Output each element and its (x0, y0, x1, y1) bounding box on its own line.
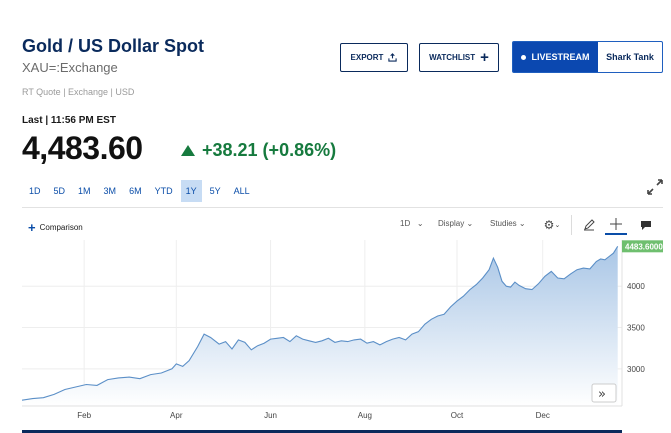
chevron-down-icon: ⌄ (412, 219, 424, 228)
price-line (22, 246, 619, 401)
plus-icon: + (480, 49, 489, 66)
chart-panel: + Comparison 1D ⌄ Display ⌄ Studies ⌄ ⚙ ⌄… (22, 207, 663, 433)
interval-label: 1D (400, 219, 411, 228)
y-tick-label: 3000 (627, 365, 645, 374)
range-5d[interactable]: 5D (53, 186, 66, 196)
comparison-button[interactable]: + Comparison (28, 220, 83, 235)
scroll-latest-button[interactable] (591, 383, 617, 403)
chevron-down-icon: ⌄ (466, 219, 474, 228)
range-1y[interactable]: 1Y (180, 180, 202, 202)
display-label: Display (438, 219, 465, 228)
page-title: Gold / US Dollar Spot (22, 36, 205, 56)
range-selector: 1D 5D 1M 3M 6M YTD 1Y 5Y ALL (24, 180, 258, 202)
y-tick-label: 4000 (627, 282, 645, 291)
plus-icon: + (28, 220, 36, 235)
last-value-badge (622, 240, 663, 253)
live-dot-icon (521, 54, 527, 60)
price-change-value: +38.21 (+0.86%) (202, 140, 337, 160)
range-3m[interactable]: 3M (103, 186, 117, 196)
draw-pencil-icon[interactable] (578, 215, 600, 235)
interval-select[interactable]: 1D ⌄ (400, 219, 424, 228)
toolbar-divider (571, 215, 572, 235)
range-1m[interactable]: 1M (78, 186, 91, 196)
show-label: Shark Tank (606, 52, 654, 62)
export-label: EXPORT (350, 53, 384, 62)
x-tick-label: Apr (170, 411, 183, 420)
last-time-label: Last | 11:56 PM EST (22, 115, 116, 126)
watchlist-label: WATCHLIST (429, 53, 476, 62)
range-5y[interactable]: 5Y (209, 186, 221, 196)
last-value-label: 4483.6000 (625, 242, 663, 251)
symbol-label: XAU=:Exchange (22, 60, 118, 75)
range-1d[interactable]: 1D (29, 186, 41, 196)
watchlist-button[interactable]: WATCHLIST + (419, 43, 499, 72)
range-ytd[interactable]: YTD (154, 186, 173, 196)
bottom-rule (22, 430, 622, 433)
studies-select[interactable]: Studies ⌄ (490, 219, 526, 228)
export-icon (388, 53, 398, 62)
studies-label: Studies (490, 219, 517, 228)
livestream-button[interactable]: LIVESTREAM Shark Tank (512, 41, 663, 73)
x-tick-label: Jun (264, 411, 277, 420)
x-tick-label: Dec (536, 411, 550, 420)
price-change: +38.21 (+0.86%) (181, 140, 336, 161)
settings-gear-icon[interactable]: ⚙ ⌄ (543, 218, 561, 232)
price-area (22, 246, 618, 406)
y-tick-label: 3500 (627, 324, 645, 333)
crosshair-icon[interactable] (605, 215, 627, 235)
double-chevron-right-icon: » (598, 387, 606, 402)
fullscreen-icon[interactable] (646, 178, 664, 196)
display-select[interactable]: Display ⌄ (438, 219, 473, 228)
price-chart[interactable]: 3000 3500 4000 Feb Apr Jun Aug Oct Dec 4483.6000 » (22, 208, 663, 433)
range-6m[interactable]: 6M (129, 186, 142, 196)
last-price: 4,483.60 (22, 130, 143, 166)
chevron-down-icon: ⌄ (518, 219, 526, 228)
range-all[interactable]: ALL (233, 186, 250, 196)
up-arrow-icon (181, 145, 195, 156)
x-tick-label: Feb (77, 411, 91, 420)
x-tick-label: Aug (358, 411, 372, 420)
x-tick-label: Oct (451, 411, 464, 420)
quote-meta: RT Quote | Exchange | USD (22, 87, 135, 97)
livestream-label: LIVESTREAM (531, 52, 590, 62)
comment-icon[interactable] (635, 215, 657, 235)
export-button[interactable]: EXPORT (340, 43, 408, 72)
comparison-label: Comparison (39, 223, 83, 232)
